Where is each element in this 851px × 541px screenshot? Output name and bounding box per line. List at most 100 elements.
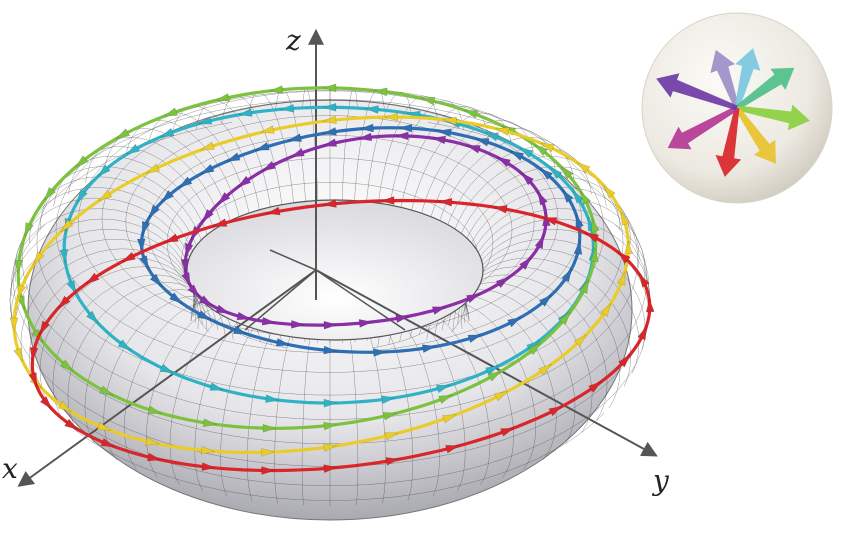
curve-arrow [254,142,270,151]
curve-arrow [287,133,302,142]
curve-arrow [538,294,553,307]
curve-arrow [561,189,574,204]
curve-arrow [160,189,175,203]
curve-arrow [39,396,53,410]
curve-arrow [645,298,655,313]
curve-arrow [13,347,23,363]
curve-arrow [484,132,500,142]
curve-arrow [431,135,446,145]
grid-parallel [22,99,638,420]
curve-arrow [576,161,591,174]
curve-arrow [538,363,553,376]
curve-arrow [198,295,214,307]
torus-grid-lines [9,87,651,506]
curve-arrow [201,208,214,223]
curve-arrow [561,267,573,283]
curve-arrow [64,418,79,430]
curve-arrow [573,333,587,347]
curve-arrow [589,247,599,263]
curve-arrow [616,270,626,286]
curve-arrow [261,466,276,475]
curve-arrow [290,320,306,329]
curve-arrow [66,279,77,295]
curve-arrow [495,276,510,289]
curve-arrow [237,108,253,117]
curve-arrow [558,311,571,326]
grid-parallel [77,90,583,353]
curve-arrow [493,390,509,402]
z-axis-label: z [285,24,301,57]
curve-arrow [99,385,114,396]
curve-arrow [323,345,338,355]
curve-arrow [39,320,51,335]
curve-arrow [322,199,337,208]
curve-arrow [603,185,616,199]
curve-arrow [136,238,146,253]
curve-arrow [147,405,163,414]
sphere-arrow [710,49,740,109]
curve-arrow [373,87,388,97]
colored-curves [9,83,655,475]
curve-arrow [395,314,411,323]
curve-arrow [125,143,140,155]
curve-arrow [572,189,584,204]
curve-arrow [233,325,248,335]
curve-arrow [474,138,490,147]
curve-arrow [323,421,338,431]
curve-arrow [163,107,178,117]
curve-purple [180,131,551,330]
y-axis-label: y [651,464,670,497]
curve-arrow [149,273,163,287]
curve-arrow [9,317,19,332]
curve-arrow [59,359,74,372]
curve-arrow [261,316,277,326]
curve-arrow [145,163,161,174]
curve-arrow [437,128,452,138]
curve-arrow [121,251,136,263]
curve-arrow [394,131,409,141]
sphere-arrow [667,105,739,150]
curve-arrow [14,259,23,275]
curve-arrow [540,142,555,153]
sphere-arrow [735,106,776,164]
curve-blue [136,123,584,357]
curve-arrow [279,103,295,113]
curve-arrow [28,372,37,387]
curve-arrow [100,437,116,447]
curve-arrow [364,105,379,114]
curve-arrow [534,234,545,250]
curve-arrow [29,347,39,362]
curve-arrow [169,292,184,305]
curve-arrow [261,448,276,457]
y-axis [315,269,658,457]
sphere-arrow [734,48,761,109]
curve-arrow [225,152,241,162]
curve-arrow [500,427,515,437]
curve-arrow [467,334,483,344]
curve-arrow [385,457,401,466]
curve-arrow [275,338,291,347]
direction-legend-sphere [641,12,833,204]
curve-arrow [146,452,162,462]
curve-arrow [236,311,252,321]
curve-arrow [575,213,584,229]
curve-arrow [382,412,398,421]
curve-arrow [159,127,175,138]
curve-arrow [380,196,395,205]
curve-arrow [86,310,99,324]
curve-arrow [527,342,542,355]
curve-arrow [323,443,338,453]
curve-arrow [202,418,218,428]
sphere-arrows [656,48,810,177]
curve-arrow [74,155,89,168]
curve-arrow [197,116,213,125]
curve-arrow [492,204,508,214]
curve-arrow [580,190,591,206]
curve-arrow [262,423,277,433]
sphere-arrow [715,107,742,177]
curve-arrow [201,446,216,455]
curve-arrow [442,414,457,424]
curve-arrow [200,163,215,175]
curve-arrow [638,273,650,288]
